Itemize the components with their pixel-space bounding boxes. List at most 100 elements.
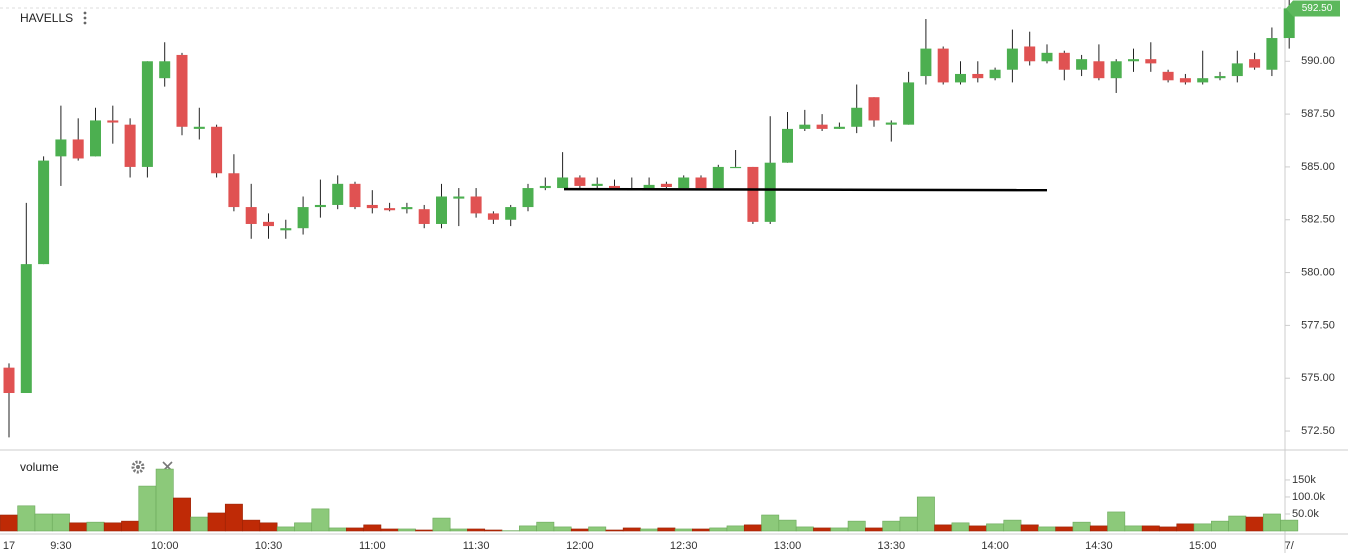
x-tick-label: 15:00 [1189, 540, 1217, 552]
volume-bar [294, 522, 313, 532]
volume-bar [951, 522, 970, 532]
volume-bar [1159, 526, 1178, 532]
candle-body [1128, 59, 1139, 62]
candle-body [38, 160, 50, 265]
volume-bar [743, 524, 762, 532]
x-tick-label: 13:00 [774, 540, 802, 552]
volume-bar [415, 529, 434, 532]
volume-tick-label: 100.0k [1292, 491, 1326, 503]
candle-body [349, 183, 361, 208]
candle-body [193, 126, 205, 129]
candle-body [1093, 61, 1105, 79]
volume-bar [536, 521, 555, 532]
volume-bar [761, 514, 780, 532]
volume-bar [363, 524, 382, 532]
candle-body [1041, 52, 1053, 62]
volume-bar [813, 527, 832, 532]
candle-body [1024, 46, 1036, 62]
volume-bar [1020, 524, 1039, 532]
candle-body [643, 184, 655, 189]
candle-body [833, 126, 845, 129]
volume-bar [830, 527, 849, 532]
volume-bar [51, 513, 70, 532]
candle-body [885, 122, 897, 125]
candle-body [263, 221, 274, 227]
candle-body [297, 207, 309, 229]
candle-body [401, 207, 413, 210]
candle-body [1214, 76, 1226, 79]
volume-bar [311, 508, 330, 532]
volume-bar [1176, 523, 1195, 532]
candle-body [1249, 59, 1261, 68]
candle-body [1283, 8, 1295, 39]
last-price-label: 592.50 [1302, 3, 1333, 14]
volume-bar [86, 521, 105, 532]
x-tick-label: 11:30 [463, 540, 490, 552]
candle-body [816, 124, 828, 129]
y-tick-label: 575.00 [1301, 372, 1335, 384]
x-tick-label: 7/ [1285, 540, 1295, 552]
volume-bar [1228, 515, 1247, 532]
volume-bar [588, 526, 607, 532]
volume-bar [259, 522, 278, 532]
candle-body [470, 196, 482, 214]
candle-body [989, 69, 1001, 79]
x-tick-label: 11:00 [359, 540, 386, 552]
volume-bar [1089, 525, 1108, 532]
volume-bar [778, 519, 797, 532]
volume-bar [726, 525, 745, 532]
candle-body [1110, 61, 1122, 79]
candle-body [1179, 78, 1191, 83]
candle-body [730, 166, 742, 169]
symbol-title: HAVELLS [20, 11, 73, 25]
volume-bar [1211, 520, 1229, 532]
candle-body [107, 120, 119, 123]
candle-body [20, 264, 32, 394]
candle-body [1266, 38, 1278, 70]
x-tick-label: 9:30 [50, 540, 71, 552]
volume-bar [138, 485, 157, 532]
y-tick-label: 572.50 [1301, 425, 1335, 437]
volume-bar [1262, 513, 1281, 532]
volume-bar [380, 528, 399, 532]
volume-bar [1280, 519, 1299, 532]
volume-tick-label: 50.0k [1292, 508, 1319, 520]
candle-body [1231, 63, 1243, 77]
y-tick-label: 580.00 [1301, 266, 1335, 278]
candle-body [1006, 48, 1018, 70]
volume-bar [1141, 525, 1160, 532]
volume-bar [1124, 525, 1143, 532]
volume-bar [155, 468, 174, 532]
volume-bar [1072, 521, 1091, 532]
candle-body [955, 73, 966, 83]
candle-body [55, 139, 67, 157]
volume-bar [397, 528, 416, 532]
volume-bar [882, 520, 901, 532]
candle-body [660, 183, 672, 187]
menu-icon[interactable] [83, 11, 87, 25]
volume-bar [103, 522, 122, 532]
candle-body [90, 120, 101, 157]
volume-bar [605, 529, 624, 532]
candle-body [505, 207, 517, 220]
volume-bar [173, 497, 191, 532]
candle-body [332, 183, 344, 205]
x-tick-label: 10:00 [151, 540, 179, 552]
candle-body [1076, 59, 1088, 70]
candle-body [418, 209, 430, 224]
x-tick-label: 17 [3, 540, 15, 552]
candle-body [764, 162, 776, 222]
candle-body [314, 204, 326, 208]
candle-body [712, 166, 724, 189]
settings-icon[interactable] [131, 460, 145, 474]
volume-bar [570, 528, 589, 532]
volume-bar [432, 517, 451, 532]
y-tick-label: 582.50 [1301, 214, 1335, 226]
x-tick-label: 13:30 [878, 540, 906, 552]
volume-bar [640, 528, 659, 532]
trend-line [563, 187, 1048, 192]
volume-bar [224, 503, 243, 532]
candle-body [245, 207, 257, 224]
candle-body [141, 61, 153, 167]
candle-body [522, 188, 534, 208]
